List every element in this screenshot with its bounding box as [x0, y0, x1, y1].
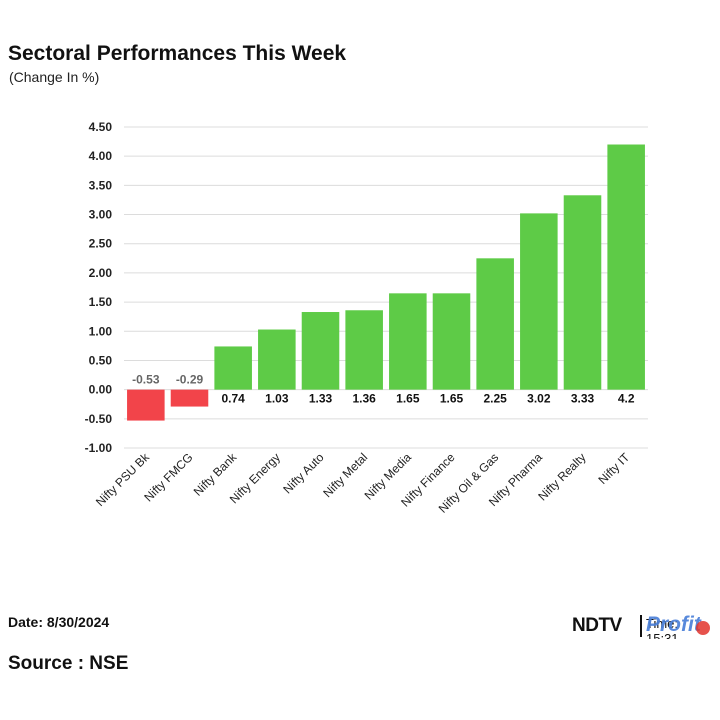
chart-subtitle: (Change In %): [9, 69, 100, 85]
y-tick-label: 0.50: [89, 353, 113, 367]
bar: [520, 213, 558, 390]
data-label: 1.65: [396, 392, 420, 406]
date-label: Date: 8/30/2024: [8, 614, 110, 630]
logo-ndtv-text: NDTV: [572, 615, 622, 636]
data-label: 3.02: [527, 392, 551, 406]
y-tick-label: 0.00: [89, 383, 113, 397]
y-tick-label: 1.00: [89, 324, 113, 338]
y-tick-label: 2.50: [89, 237, 113, 251]
bar: [607, 144, 645, 390]
data-label: 1.03: [265, 392, 289, 406]
data-label: 1.36: [352, 392, 376, 406]
y-tick-label: 4.00: [89, 149, 113, 163]
data-label: 4.2: [618, 392, 635, 406]
bar: [432, 293, 471, 390]
y-tick-label: 3.50: [89, 178, 113, 192]
data-label: 2.25: [483, 392, 507, 406]
bar-chart: 4.50 4.00 3.50 3.00 2.50 2.00 1.50 1.00 0.50 0.00…: [85, 120, 648, 516]
bar: [170, 389, 209, 407]
bar: [258, 329, 296, 390]
bar: [301, 312, 340, 390]
bar: [214, 346, 252, 390]
chart-title: Sectoral Performances This Week: [8, 42, 347, 65]
data-label: 1.33: [309, 392, 333, 406]
bar: [563, 195, 602, 390]
x-tick-label: Nifty PSU Bk: [93, 450, 153, 510]
bar: [345, 310, 383, 390]
source-label: Source : NSE: [8, 653, 129, 674]
logo-divider: [640, 615, 642, 637]
ndtv-profit-logo: NDTV Time: 15:31 Profit: [572, 613, 714, 639]
data-label: 3.33: [571, 392, 595, 406]
logo-profit-text: Profit: [646, 613, 701, 636]
y-tick-label: -0.50: [85, 412, 113, 426]
bar: [476, 258, 514, 390]
bar: [389, 293, 427, 390]
data-label: 1.65: [440, 392, 464, 406]
y-tick-label: 3.00: [89, 208, 113, 222]
logo-dot-icon: [696, 621, 710, 635]
bar: [127, 389, 165, 421]
data-label: 0.74: [221, 392, 245, 406]
logo-time-text: Time: 15:31: [646, 616, 679, 639]
data-label: -0.53: [132, 373, 160, 387]
y-tick-label: -1.00: [85, 441, 113, 455]
y-tick-label: 1.50: [89, 295, 113, 309]
y-tick-label: 2.00: [89, 266, 113, 280]
x-tick-label: Nifty IT: [596, 450, 633, 487]
x-tick-label: Nifty Realty: [535, 450, 588, 503]
y-tick-label: 4.50: [89, 120, 113, 134]
data-label: -0.29: [176, 373, 204, 387]
